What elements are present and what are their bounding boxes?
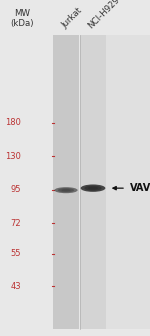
Text: VAV1: VAV1 xyxy=(130,183,150,193)
Text: 43: 43 xyxy=(10,282,21,291)
Ellipse shape xyxy=(61,189,71,192)
Text: MW: MW xyxy=(14,9,30,18)
Ellipse shape xyxy=(54,187,78,193)
Text: 130: 130 xyxy=(5,152,21,161)
Ellipse shape xyxy=(81,184,105,192)
Text: 180: 180 xyxy=(5,118,21,127)
Text: (kDa): (kDa) xyxy=(10,19,33,28)
Bar xyxy=(53,35,79,329)
Bar xyxy=(106,35,150,329)
Text: 72: 72 xyxy=(10,219,21,228)
Ellipse shape xyxy=(84,185,102,191)
Ellipse shape xyxy=(58,188,74,192)
Text: NCI-H929: NCI-H929 xyxy=(87,0,122,30)
Text: 55: 55 xyxy=(11,249,21,258)
Text: Jurkat: Jurkat xyxy=(60,6,84,30)
Bar xyxy=(80,35,106,329)
Text: 95: 95 xyxy=(11,185,21,194)
Ellipse shape xyxy=(88,187,98,190)
